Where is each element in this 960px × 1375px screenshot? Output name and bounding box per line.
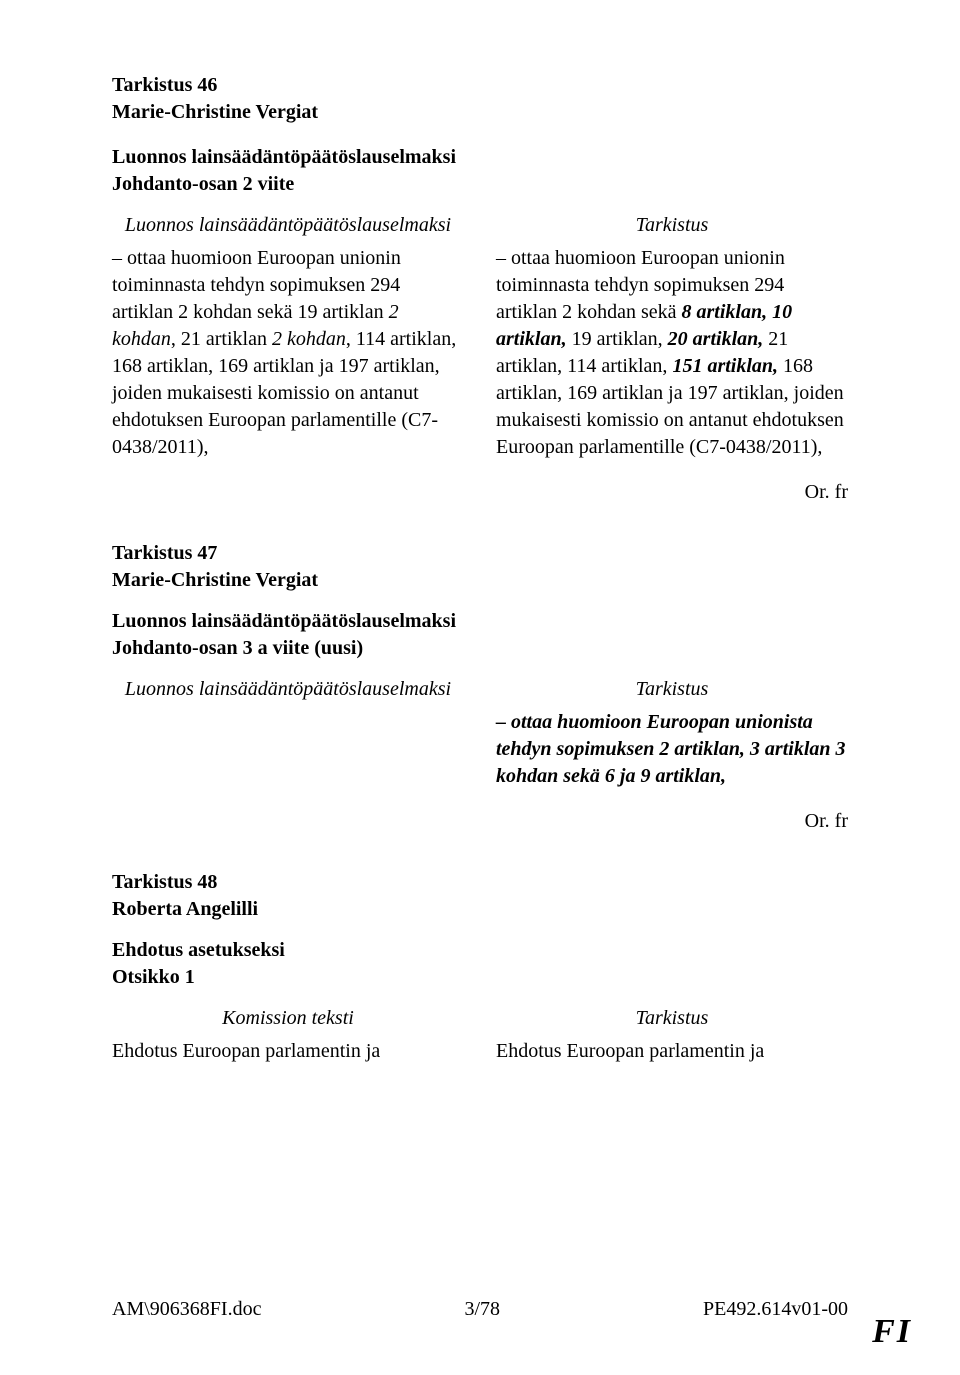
language-code-mark: FI (872, 1313, 912, 1351)
left-italic-2: 2 kohdan (272, 328, 346, 350)
right-column: Tarkistus – ottaa huomioon Euroopan unio… (496, 212, 848, 461)
footer-page-number: 3/78 (464, 1298, 500, 1321)
amendment-47-block: Tarkistus 47 Marie-Christine Vergiat Luo… (112, 540, 848, 833)
left-text-2: , 21 artiklan (171, 328, 272, 350)
proposal-title: Ehdotus asetukseksi (112, 937, 848, 964)
right-col-header: Tarkistus (496, 1005, 848, 1032)
footer-filename: AM\906368FI.doc (112, 1298, 261, 1321)
left-col-header: Luonnos lainsäädäntöpäätöslauselmaksi (112, 676, 464, 703)
right-bi-3: 151 artiklan, (672, 355, 778, 377)
two-column-table: Luonnos lainsäädäntöpäätöslauselmaksi Ta… (112, 676, 848, 790)
left-column: Luonnos lainsäädäntöpäätöslauselmaksi (112, 676, 464, 790)
two-column-table: Luonnos lainsäädäntöpäätöslauselmaksi – … (112, 212, 848, 461)
amendment-author: Roberta Angelilli (112, 896, 848, 923)
right-column: Tarkistus Ehdotus Euroopan parlamentin j… (496, 1005, 848, 1065)
left-col-header: Komission teksti (112, 1005, 464, 1032)
original-language: Or. fr (112, 481, 848, 504)
right-column: Tarkistus – ottaa huomioon Euroopan unio… (496, 676, 848, 790)
footer-doc-id: PE492.614v01-00 (703, 1298, 848, 1321)
draft-title: Luonnos lainsäädäntöpäätöslauselmaksi (112, 608, 848, 635)
left-col-header: Luonnos lainsäädäntöpäätöslauselmaksi (112, 212, 464, 239)
right-bi-2: 20 artiklan, (668, 328, 764, 350)
two-column-table: Komission teksti Ehdotus Euroopan parlam… (112, 1005, 848, 1065)
right-col-body: – ottaa huomioon Euroopan unionin toimin… (496, 245, 848, 461)
right-col-header: Tarkistus (496, 212, 848, 239)
right-text-2: 19 artiklan, (567, 328, 668, 350)
right-col-body: Ehdotus Euroopan parlamentin ja (496, 1038, 848, 1065)
amendment-author: Marie-Christine Vergiat (112, 567, 848, 594)
draft-subtitle: Johdanto-osan 3 a viite (uusi) (112, 635, 848, 662)
draft-title: Luonnos lainsäädäntöpäätöslauselmaksi (112, 144, 848, 171)
amendment-46-block: Tarkistus 46 Marie-Christine Vergiat Luo… (112, 72, 848, 504)
left-col-body: – ottaa huomioon Euroopan unionin toimin… (112, 245, 464, 461)
left-col-body: Ehdotus Euroopan parlamentin ja (112, 1038, 464, 1065)
amendment-number: Tarkistus 47 (112, 540, 848, 567)
left-column: Luonnos lainsäädäntöpäätöslauselmaksi – … (112, 212, 464, 461)
page: Tarkistus 46 Marie-Christine Vergiat Luo… (0, 0, 960, 1375)
right-col-header: Tarkistus (496, 676, 848, 703)
right-col-body: – ottaa huomioon Euroopan unionista tehd… (496, 709, 848, 790)
draft-subtitle: Johdanto-osan 2 viite (112, 171, 848, 198)
amendment-number: Tarkistus 48 (112, 869, 848, 896)
left-text-1: – ottaa huomioon Euroopan unionin toimin… (112, 247, 401, 323)
page-footer: AM\906368FI.doc 3/78 PE492.614v01-00 (112, 1298, 848, 1321)
amendment-number: Tarkistus 46 (112, 72, 848, 99)
left-column: Komission teksti Ehdotus Euroopan parlam… (112, 1005, 464, 1065)
original-language: Or. fr (112, 810, 848, 833)
amendment-48-block: Tarkistus 48 Roberta Angelilli Ehdotus a… (112, 869, 848, 1065)
proposal-subtitle: Otsikko 1 (112, 964, 848, 991)
amendment-author: Marie-Christine Vergiat (112, 99, 848, 126)
